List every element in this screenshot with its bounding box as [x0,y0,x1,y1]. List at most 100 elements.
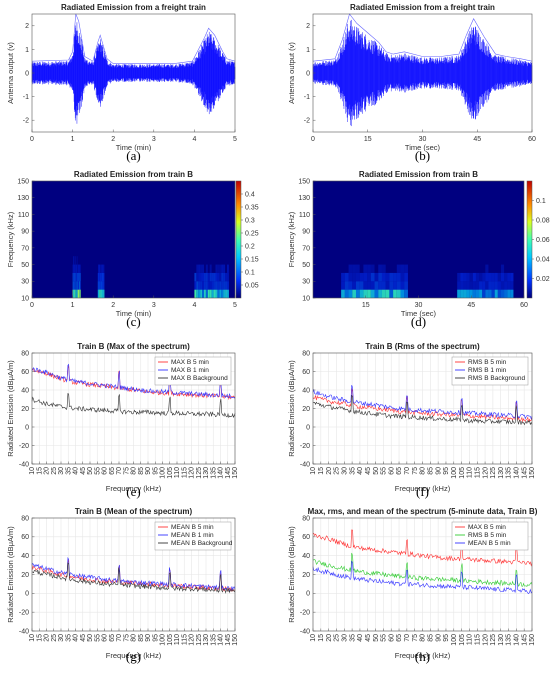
y-tick-label: -20 [19,443,29,450]
heat-cell [485,281,489,290]
y-tick-label: 20 [21,406,29,413]
heat-cell [457,281,461,290]
heat-cell [79,289,80,298]
heat-cell [76,264,78,273]
heat-cell [196,289,199,298]
y-tick-label: 0 [306,591,310,598]
heat-cell [488,281,492,290]
x-tick-label: 145 [225,634,232,646]
x-tick-label: 145 [225,467,232,479]
x-tick-label: 85 [428,634,435,642]
y-tick-label: 60 [302,534,310,541]
heat-cell [101,272,103,282]
x-tick-label: 75 [412,634,419,642]
heat-cell [348,264,353,273]
heat-cell [374,272,379,282]
chart-title: Radiated Emission from train B [359,170,478,179]
colorbar [526,180,533,299]
heat-cell [226,264,229,273]
x-tick-label: 15 [36,634,43,642]
colorbar-tick-label: 0.08 [536,217,550,224]
heat-cell [497,272,501,282]
heat-cell [200,264,203,273]
x-tick-label: 55 [381,634,388,642]
heat-cell [76,281,77,290]
x-tick-label: 150 [529,467,536,479]
heat-cell [205,289,208,298]
heat-cell [99,272,101,282]
heat-cell [507,289,511,298]
heat-cell [75,272,76,282]
heat-cell [466,272,470,282]
heat-cell [217,272,220,282]
heat-cell [494,281,498,290]
x-tick-label: 70 [116,634,123,642]
heat-cell [504,281,508,290]
chart-title: Train B (Mean of the spectrum) [75,507,193,516]
y-axis-label: Frequency (kHz) [287,211,296,267]
heat-cell [472,281,476,290]
heat-cell [103,289,105,298]
legend-entry: MEAN B Background [171,540,233,547]
heat-cell [103,281,105,290]
heat-cell [103,264,105,273]
x-tick-label: 100 [451,467,458,479]
heat-cell [207,272,210,282]
colorbar-tick-label: 0.3 [245,217,255,224]
x-tick-label: 50 [87,634,94,642]
heat-cell [488,289,492,298]
x-tick-label: 95 [152,634,159,642]
series-line-1 [31,556,236,592]
heat-cell [72,264,74,273]
y-tick-label: 70 [21,245,29,252]
heat-cell [75,289,76,298]
x-tick-label: 60 [528,136,536,143]
x-tick-label: 4 [192,136,196,143]
x-tick-label: 120 [189,467,196,479]
panel-c: Radiated Emission from train B 0.05 0.1 0.1… [6,170,259,329]
heat-cell [73,272,74,282]
heat-cell [215,264,218,273]
y-axis-label: Radiated Emission (dBμA/m) [6,526,15,623]
x-tick-label: 150 [232,634,239,646]
colorbar-tick-label: 0.1 [536,198,546,205]
series-line-2 [312,560,533,595]
x-tick-label: 75 [123,634,130,642]
heat-cell [355,281,360,290]
heat-cell [98,289,99,298]
heat-cell [72,272,74,282]
heat-cell [200,272,203,282]
heat-cell [198,289,201,298]
panel-f: Train B (Rms of the spectrum) RMS B 5 min… [287,342,536,499]
y-tick-label: 0 [25,424,29,431]
heat-cell [72,281,74,290]
heat-cell [102,281,104,290]
panel-label: (a) [126,148,140,163]
heat-cell [488,272,492,282]
y-tick-label: 130 [17,195,29,202]
y-tick-label: 90 [21,229,29,236]
heat-cell [370,281,375,290]
heat-cell [73,272,75,282]
heat-cell [460,281,464,290]
heat-cell [396,264,401,273]
legend-entry: MEAN B 5 min [468,540,511,547]
chart-title: Radiated Emission from train B [74,170,193,179]
heat-cell [370,272,375,282]
heat-cell [469,289,473,298]
heat-cell [457,289,461,298]
heat-cell [102,272,103,282]
x-tick-label: 60 [102,467,109,475]
heat-cell [219,289,222,298]
x-tick-label: 3 [152,302,156,309]
heat-cell [102,289,103,298]
heat-cell [485,272,489,282]
heat-cell [73,256,75,265]
heat-cell [404,272,408,282]
heat-cell [221,281,224,290]
heat-cell [77,264,78,273]
heat-cell [463,281,467,290]
heat-cell [80,281,81,290]
